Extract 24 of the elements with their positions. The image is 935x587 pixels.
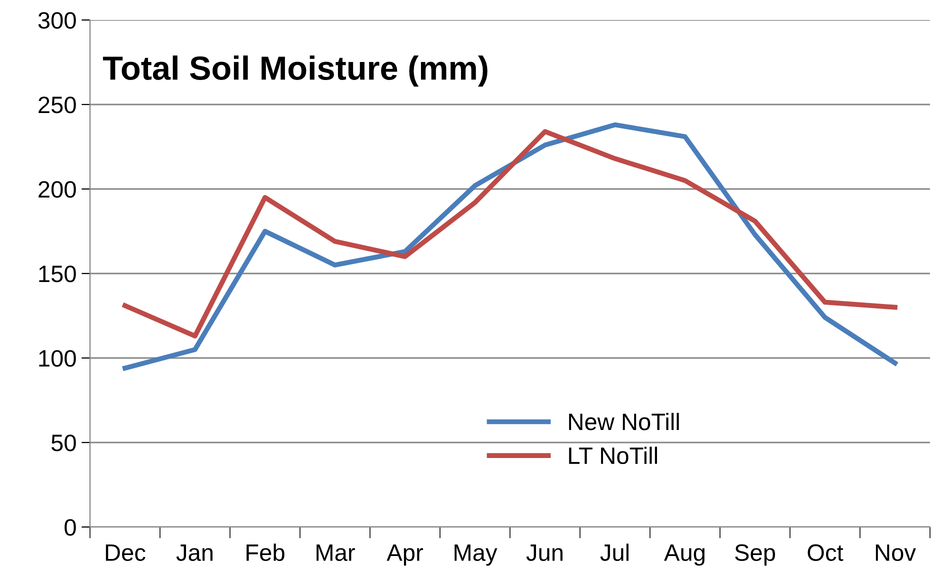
x-tick-label: Dec: [106, 544, 146, 562]
x-tick-label: Jun: [526, 544, 563, 562]
y-tick-label: 100: [39, 350, 76, 367]
y-tick-label: 250: [38, 96, 76, 114]
x-tick-label: Sep: [735, 544, 776, 566]
x-tick-label: Mar: [316, 544, 355, 562]
y-tick-label: 150: [39, 266, 76, 282]
text: Total Soil Moisture (mm): [102, 55, 488, 87]
y-tick-label: 200: [38, 181, 76, 198]
x-tick-label: May: [454, 544, 498, 566]
line-series: [122, 122, 898, 371]
y-tick-label: 0: [64, 519, 76, 536]
x-tick-label: Jul: [600, 544, 629, 562]
x-tick-label: Jan: [176, 544, 213, 562]
x-tick-label: Nov: [876, 544, 916, 562]
x-tick-label: Aug: [664, 544, 704, 566]
legend-label: LT NoTill: [569, 446, 658, 464]
y-tick-label: 50: [51, 434, 76, 452]
x-tick-label: Apr: [386, 544, 423, 566]
legend-label: New NoTill: [569, 412, 679, 430]
x-tick-label: Feb: [246, 544, 284, 562]
y-tick-label: 300: [38, 12, 76, 29]
line-series: [122, 129, 898, 338]
x-tick-label: Oct: [808, 544, 844, 562]
